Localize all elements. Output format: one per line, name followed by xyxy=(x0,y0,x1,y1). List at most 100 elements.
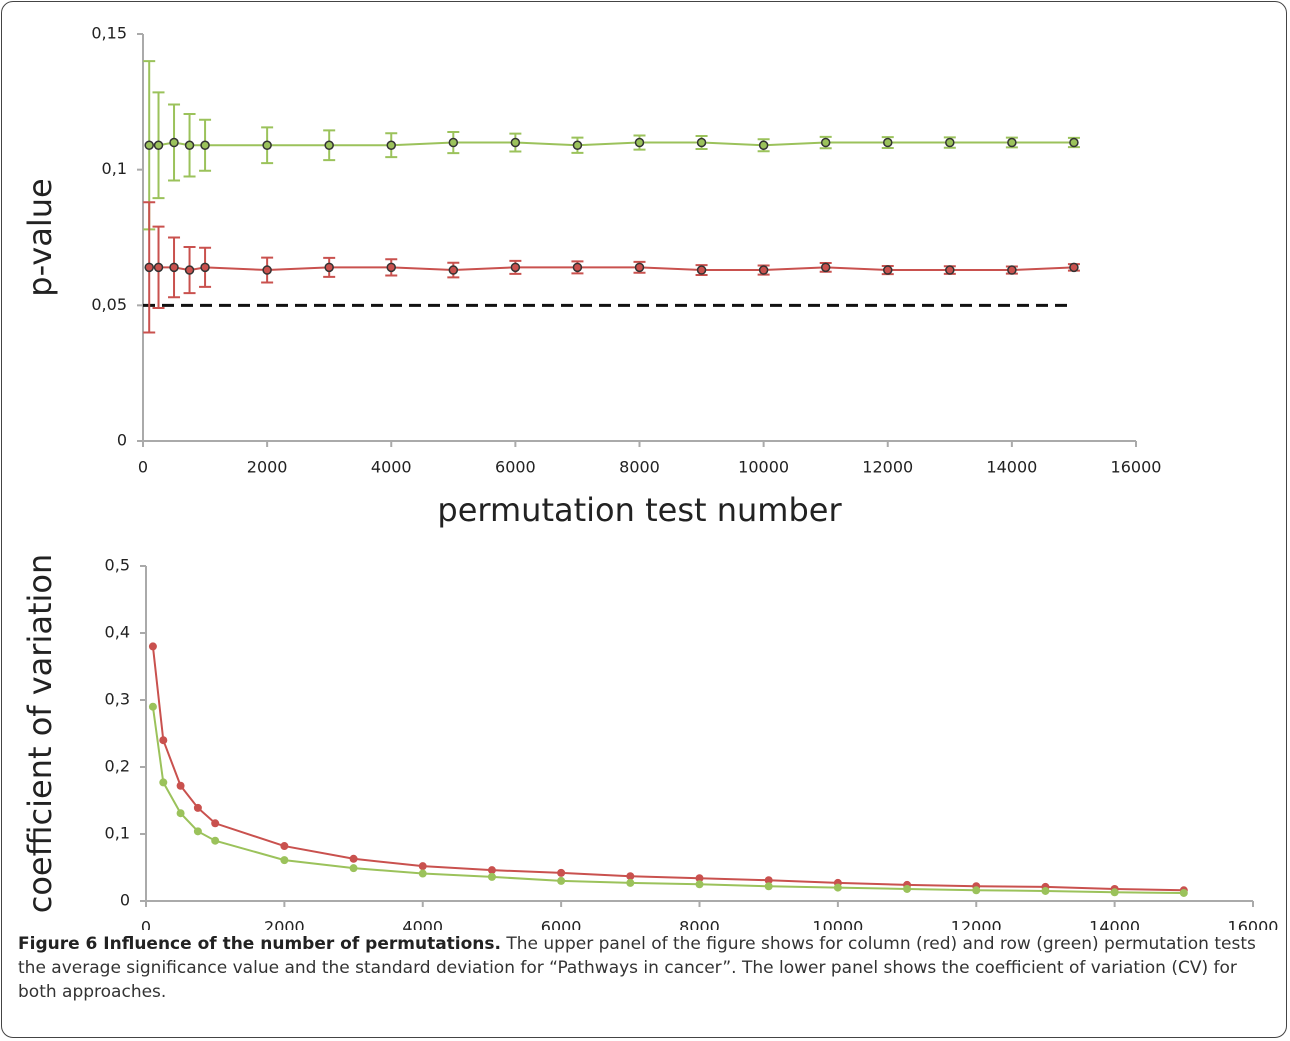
x-axis-label: permutation test number xyxy=(437,491,842,529)
data-point xyxy=(1069,137,1079,148)
data-point xyxy=(883,137,893,148)
x-tick-label: 16000 xyxy=(1228,918,1279,931)
x-tick-label: 2000 xyxy=(247,458,288,477)
x-tick-label: 4000 xyxy=(371,458,412,477)
data-point xyxy=(557,868,566,877)
y-tick-label: 0,1 xyxy=(102,159,127,178)
data-point xyxy=(1110,888,1119,897)
data-point xyxy=(176,781,185,790)
data-point xyxy=(696,137,707,148)
data-point xyxy=(1007,137,1017,148)
data-point xyxy=(280,842,289,851)
data-point xyxy=(695,874,704,883)
data-point xyxy=(349,864,358,873)
caption-text: The upper panel of the figure shows for … xyxy=(18,934,1256,1002)
data-point xyxy=(211,836,220,845)
data-point xyxy=(144,140,154,150)
data-point xyxy=(148,642,157,651)
data-point xyxy=(184,265,195,275)
data-point xyxy=(820,262,831,273)
data-point xyxy=(324,262,334,273)
data-point xyxy=(159,736,168,745)
y-tick-label: 0,5 xyxy=(105,556,130,575)
data-point xyxy=(176,809,185,818)
series-line xyxy=(151,706,1184,894)
data-point xyxy=(200,140,210,150)
data-point xyxy=(634,262,645,273)
x-tick-label: 6000 xyxy=(541,918,582,931)
data-point xyxy=(184,140,195,150)
data-point xyxy=(153,140,164,150)
data-point xyxy=(695,880,704,889)
series-line xyxy=(149,141,1074,147)
x-tick-label: 14000 xyxy=(1089,918,1140,931)
y-tick-label: 0,3 xyxy=(105,690,130,709)
data-point xyxy=(626,878,635,887)
data-point xyxy=(945,265,955,275)
caption: Figure 6 Influence of the number of perm… xyxy=(18,932,1280,1004)
data-point xyxy=(883,265,893,275)
data-point xyxy=(193,803,202,812)
data-point xyxy=(418,869,427,878)
y-tick-label: 0,1 xyxy=(105,824,130,843)
x-tick-label: 2000 xyxy=(264,918,305,931)
x-tick-label: 14000 xyxy=(986,458,1037,477)
data-point xyxy=(169,262,179,273)
data-point xyxy=(903,884,912,893)
data-point xyxy=(626,872,635,881)
x-tick-label: 10000 xyxy=(738,458,789,477)
data-point xyxy=(211,819,220,828)
data-point xyxy=(510,137,521,148)
data-point xyxy=(1041,886,1050,895)
data-point xyxy=(193,827,202,836)
y-axis-label: coefficient of variation xyxy=(21,554,59,913)
data-point xyxy=(148,702,157,711)
data-point xyxy=(169,137,179,148)
data-point xyxy=(945,137,955,148)
y-tick-label: 0,05 xyxy=(91,295,127,314)
data-point xyxy=(448,265,459,275)
data-point xyxy=(386,262,396,273)
chart: 0 0,05 0,1 0,15 0 2000 4000 6000 8000 10000 12000 1… xyxy=(21,24,1279,931)
data-point xyxy=(758,140,769,150)
x-tick-label: 12000 xyxy=(951,918,1002,931)
data-point xyxy=(487,872,496,881)
x-tick-label: 8000 xyxy=(619,458,660,477)
data-point xyxy=(386,140,396,150)
data-point xyxy=(262,140,272,150)
series-line xyxy=(151,646,1184,892)
data-point xyxy=(1179,888,1188,897)
data-point xyxy=(200,262,210,273)
data-point xyxy=(324,140,334,150)
data-point xyxy=(1007,265,1017,275)
data-point xyxy=(764,882,773,891)
x-tick-label: 0 xyxy=(138,458,148,477)
data-point xyxy=(153,262,164,273)
y-tick-label: 0 xyxy=(117,431,127,450)
data-point xyxy=(262,265,272,275)
y-tick-label: 0,4 xyxy=(105,623,130,642)
data-point xyxy=(448,137,459,148)
data-point xyxy=(572,140,583,150)
data-point xyxy=(833,883,842,892)
data-point xyxy=(159,778,168,787)
x-tick-label: 10000 xyxy=(812,918,863,931)
data-point xyxy=(1069,262,1079,273)
caption-title: Figure 6 Influence of the number of perm… xyxy=(18,934,501,954)
data-point xyxy=(572,262,583,273)
data-point xyxy=(820,137,831,148)
data-point xyxy=(557,876,566,885)
x-tick-label: 8000 xyxy=(679,918,720,931)
series-line xyxy=(149,266,1074,272)
x-tick-label: 6000 xyxy=(495,458,536,477)
x-tick-label: 0 xyxy=(141,918,151,931)
y-tick-label: 0 xyxy=(120,891,130,910)
x-tick-label: 4000 xyxy=(402,918,443,931)
data-point xyxy=(764,876,773,885)
data-point xyxy=(696,265,707,275)
x-tick-label: 12000 xyxy=(862,458,913,477)
data-point xyxy=(144,262,154,273)
y-tick-label: 0,2 xyxy=(105,757,130,776)
